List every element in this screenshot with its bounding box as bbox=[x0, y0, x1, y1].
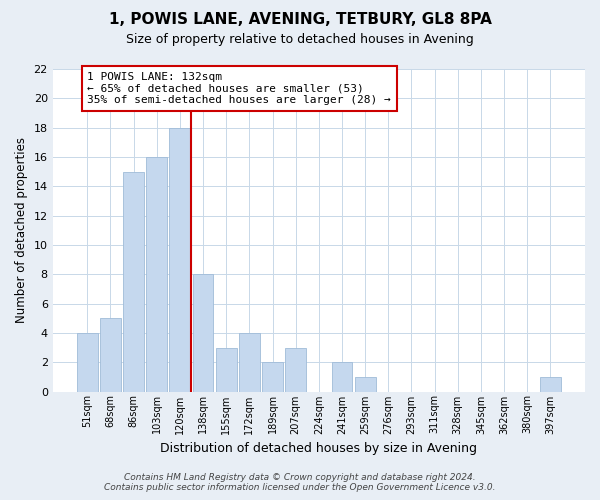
Y-axis label: Number of detached properties: Number of detached properties bbox=[15, 138, 28, 324]
Bar bbox=[77, 333, 98, 392]
Bar bbox=[169, 128, 190, 392]
Text: 1 POWIS LANE: 132sqm
← 65% of detached houses are smaller (53)
35% of semi-detac: 1 POWIS LANE: 132sqm ← 65% of detached h… bbox=[87, 72, 391, 105]
Text: 1, POWIS LANE, AVENING, TETBURY, GL8 8PA: 1, POWIS LANE, AVENING, TETBURY, GL8 8PA bbox=[109, 12, 491, 28]
Bar bbox=[540, 377, 561, 392]
X-axis label: Distribution of detached houses by size in Avening: Distribution of detached houses by size … bbox=[160, 442, 478, 455]
Text: Contains HM Land Registry data © Crown copyright and database right 2024.
Contai: Contains HM Land Registry data © Crown c… bbox=[104, 473, 496, 492]
Bar bbox=[193, 274, 214, 392]
Bar bbox=[285, 348, 306, 392]
Bar bbox=[100, 318, 121, 392]
Bar bbox=[332, 362, 352, 392]
Bar bbox=[216, 348, 236, 392]
Bar bbox=[239, 333, 260, 392]
Bar bbox=[355, 377, 376, 392]
Text: Size of property relative to detached houses in Avening: Size of property relative to detached ho… bbox=[126, 32, 474, 46]
Bar bbox=[123, 172, 144, 392]
Bar bbox=[146, 157, 167, 392]
Bar bbox=[262, 362, 283, 392]
